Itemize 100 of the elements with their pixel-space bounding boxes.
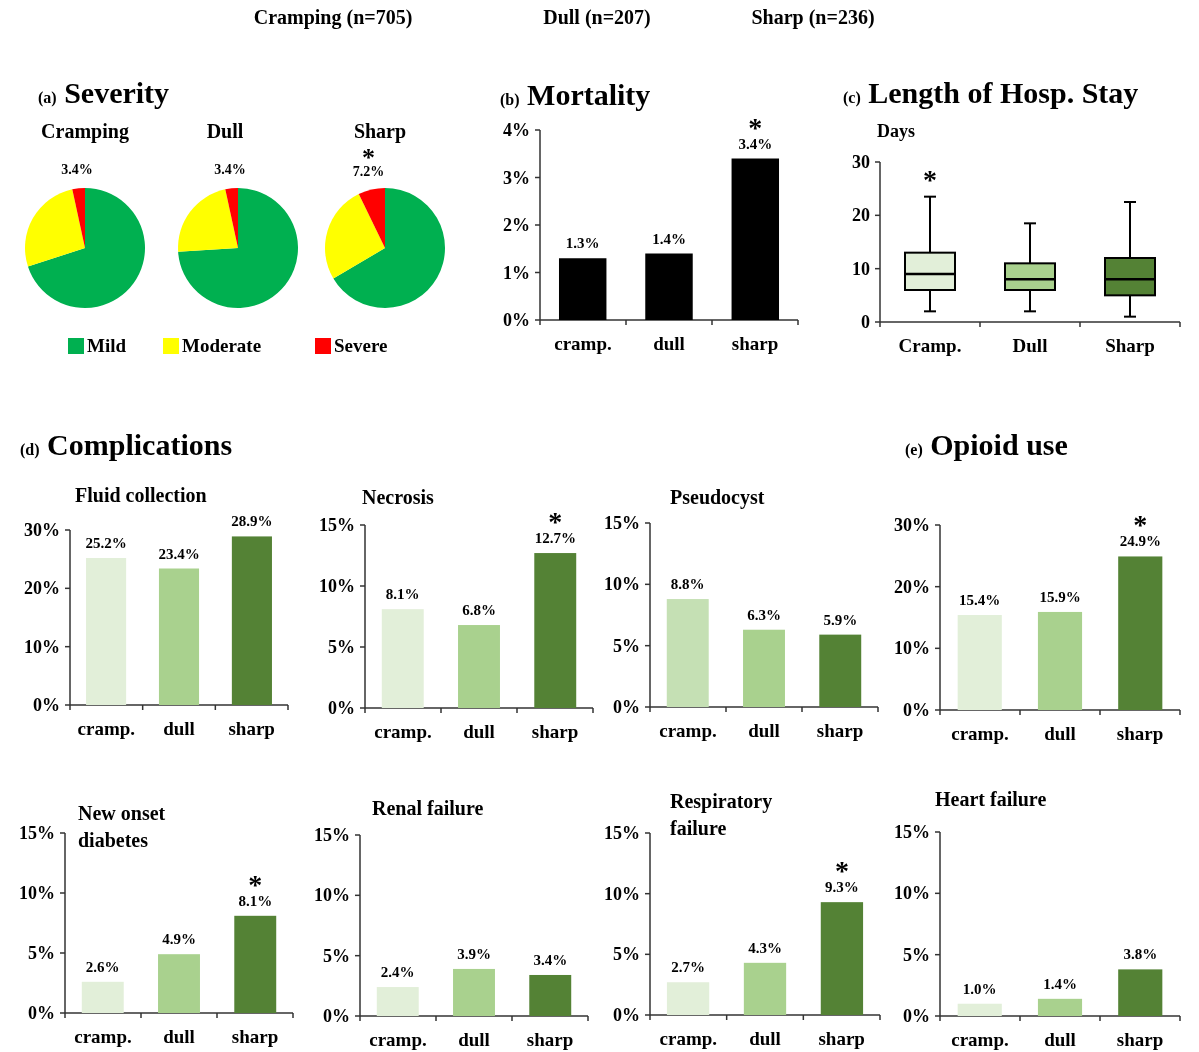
y-tick-label: 15% — [894, 822, 930, 842]
y-tick-label: 0 — [861, 312, 870, 332]
data-label: 4.3% — [748, 939, 782, 956]
bar — [234, 915, 277, 1013]
bar — [645, 253, 693, 320]
bar — [666, 599, 709, 707]
bar — [158, 954, 200, 1013]
data-label: 1.4% — [1043, 975, 1077, 992]
chart-title: (d) Complications — [20, 428, 233, 461]
bar — [819, 634, 862, 707]
y-tick-label: 10% — [604, 574, 640, 595]
y-tick-label: 2% — [503, 215, 530, 235]
data-label: 2.4% — [380, 964, 415, 981]
data-label: 2.7% — [671, 959, 705, 976]
chart-title: (e) Opioid use — [905, 428, 1068, 461]
data-label: 8.1% — [385, 586, 420, 603]
y-tick-label: 0% — [613, 697, 640, 717]
text: Dull (n=207) — [543, 6, 651, 29]
y-tick-label: 0% — [33, 695, 60, 715]
x-tick-label: cramp. — [77, 718, 136, 739]
x-tick-label: Sharp — [1105, 335, 1155, 356]
data-label: 12.7% — [534, 530, 576, 547]
bar — [86, 558, 127, 705]
legend-label: Severe — [334, 335, 388, 356]
data-label: 3.4% — [61, 162, 93, 178]
pie-slice — [178, 188, 298, 308]
x-tick-label: dull — [653, 333, 685, 354]
chart-subtitle: Fluid collection — [75, 484, 207, 506]
chart-subtitle: Renal failure — [372, 797, 484, 819]
text: Sharp (n=236) — [751, 6, 875, 29]
y-tick-label: 10% — [24, 636, 60, 657]
bar — [1118, 556, 1163, 710]
bar — [743, 962, 787, 1015]
x-tick-label: sharp — [231, 1026, 279, 1047]
y-tick-label: 0% — [503, 310, 530, 330]
bar — [1037, 611, 1083, 710]
data-label: 6.3% — [747, 606, 781, 623]
x-tick-label: dull — [458, 1029, 490, 1050]
chart-subtitle: Cramping — [41, 120, 129, 143]
bar — [231, 536, 272, 705]
pie-slice — [225, 188, 238, 248]
y-tick-label: 15% — [19, 823, 55, 843]
data-label: 3.4% — [533, 951, 568, 968]
annotation: * — [923, 163, 937, 195]
data-label: 3.4% — [214, 162, 246, 178]
legend-label: Mild — [87, 335, 127, 356]
bar — [743, 629, 785, 707]
bar — [666, 982, 710, 1015]
data-label: 8.8% — [670, 576, 705, 593]
pie-slice — [358, 188, 385, 248]
y-tick-label: 30 — [852, 152, 870, 172]
x-tick-label: dull — [749, 1028, 781, 1049]
pie-slice — [325, 194, 385, 279]
y-tick-label: 10% — [894, 883, 930, 904]
x-tick-label: cramp. — [74, 1026, 132, 1047]
x-tick-label: Cramp. — [898, 335, 962, 356]
y-tick-label: 5% — [903, 944, 930, 965]
x-tick-label: sharp — [816, 720, 864, 741]
text: Cramping (n=705) — [253, 6, 413, 29]
bar — [534, 553, 577, 708]
x-tick-label: sharp — [818, 1028, 865, 1049]
data-label: 24.9% — [1119, 533, 1161, 550]
y-tick-label: 5% — [613, 635, 640, 656]
y-tick-label: 5% — [28, 943, 55, 963]
x-tick-label: Dull — [1012, 335, 1048, 356]
pie-slice — [25, 189, 85, 267]
legend-label: Moderate — [182, 335, 262, 356]
data-label: 2.6% — [85, 958, 120, 975]
bar — [158, 568, 200, 705]
x-tick-label: cramp. — [951, 1029, 1009, 1050]
y-tick-label: 0% — [323, 1006, 350, 1026]
x-tick-label: sharp — [228, 718, 275, 739]
data-label: 23.4% — [158, 545, 200, 562]
y-tick-label: 15% — [314, 825, 350, 845]
data-label: 15.4% — [959, 592, 1001, 609]
x-tick-label: dull — [163, 1026, 195, 1047]
y-tick-label: 0% — [328, 698, 355, 718]
data-label: 28.9% — [231, 513, 273, 530]
chart-title: (b) Mortality — [500, 78, 651, 111]
bar — [820, 902, 864, 1015]
x-tick-label: cramp. — [659, 1028, 718, 1049]
x-tick-label: cramp. — [554, 333, 612, 354]
y-axis-title: Days — [877, 121, 916, 141]
data-label: 3.9% — [457, 945, 491, 962]
data-label: 7.2% — [352, 163, 385, 179]
data-label: 1.4% — [652, 230, 686, 247]
bar — [458, 625, 500, 708]
chart-title: (a) Severity — [38, 76, 170, 109]
y-tick-label: 20 — [852, 205, 870, 226]
y-tick-label: 0% — [903, 700, 930, 720]
y-tick-label: 10% — [19, 883, 55, 903]
y-tick-label: 15% — [319, 515, 355, 535]
x-tick-label: sharp — [1116, 1029, 1164, 1050]
bar — [957, 615, 1002, 710]
y-tick-label: 15% — [604, 823, 640, 843]
y-tick-label: 10 — [852, 258, 870, 279]
y-tick-label: 0% — [613, 1005, 640, 1025]
x-tick-label: sharp — [526, 1029, 574, 1050]
pie-slice — [333, 188, 445, 308]
chart-subtitle: Heart failure — [935, 788, 1047, 810]
